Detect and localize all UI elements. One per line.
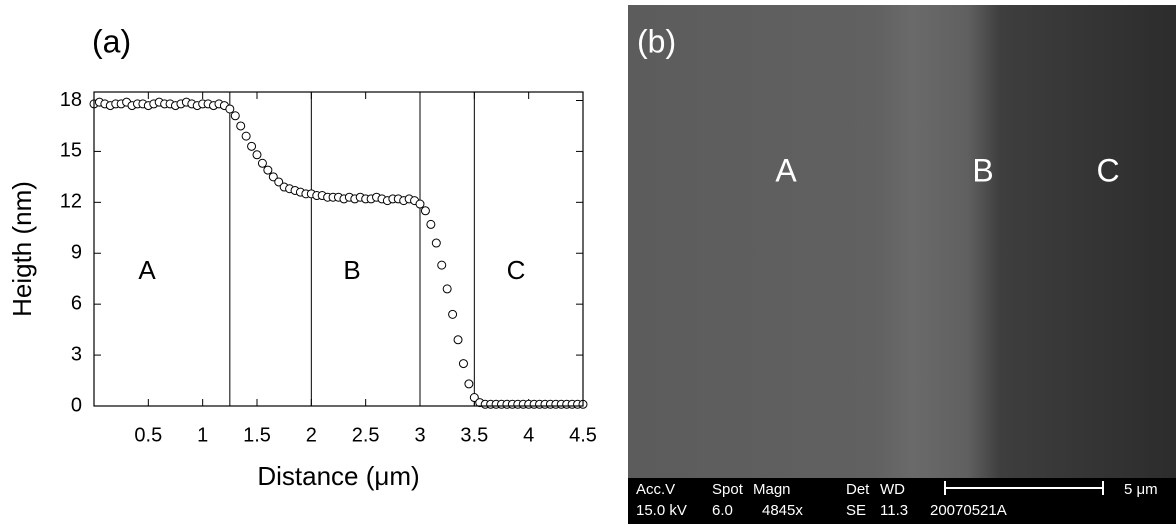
data-point (458, 359, 468, 369)
data-point (453, 335, 463, 345)
y-axis-label: Heigth (nm) (7, 181, 37, 317)
data-point (431, 238, 441, 248)
y-tick-label: 6 (71, 292, 82, 314)
footer-label: Magn (753, 481, 791, 498)
region-label: A (138, 255, 156, 285)
x-tick-label: 1 (197, 424, 208, 446)
y-tick-label: 9 (71, 242, 82, 264)
data-point (247, 141, 257, 151)
region-label: B (972, 152, 993, 188)
footer-value: 15.0 kV (636, 502, 687, 519)
footer-label: Acc.V (636, 481, 675, 498)
data-point (464, 379, 474, 389)
footer-label: WD (880, 481, 905, 498)
x-tick-label: 1.5 (243, 424, 271, 446)
y-tick-label: 0 (71, 394, 82, 416)
sem-image: (b) A B C Acc.V Spot Magn Det WD 15.0 kV… (628, 5, 1176, 524)
x-tick-label: 0.5 (134, 424, 162, 446)
plot-frame (93, 91, 584, 407)
data-point (469, 393, 479, 403)
x-tick-label: 3 (414, 424, 425, 446)
data-point (448, 309, 458, 319)
data-point (426, 219, 436, 229)
x-tick-label: 4.5 (569, 424, 597, 446)
data-point (225, 104, 235, 114)
image-footer (628, 478, 1176, 524)
footer-label: Det (846, 481, 870, 498)
region-label: C (507, 255, 526, 285)
data-point (263, 165, 273, 175)
data-point (257, 158, 267, 168)
data-point (415, 199, 425, 209)
scale-bar (944, 481, 1104, 495)
data-point (437, 260, 447, 270)
footer-value: 4845x (762, 502, 803, 519)
data-point (241, 131, 251, 141)
data-point (420, 206, 430, 216)
data-point (274, 177, 284, 187)
data-point (252, 150, 262, 160)
region-label: A (775, 152, 797, 188)
y-tick-label: 18 (60, 89, 82, 111)
data-point (230, 111, 240, 121)
footer-label: Spot (712, 481, 744, 498)
region-label: B (343, 255, 360, 285)
y-tick-label: 15 (60, 140, 82, 162)
panel-label: (b) (637, 23, 676, 59)
image-background (628, 5, 1176, 524)
footer-value: 6.0 (712, 502, 733, 519)
x-tick-label: 3.5 (460, 424, 488, 446)
y-tick-label: 12 (60, 191, 82, 213)
x-tick-label: 4 (523, 424, 534, 446)
data-point (268, 172, 278, 182)
region-label: C (1096, 152, 1119, 188)
x-tick-label: 2 (306, 424, 317, 446)
x-tick-label: 2.5 (352, 424, 380, 446)
data-point (236, 121, 246, 131)
footer-value: SE (846, 502, 866, 519)
footer-value: 20070521A (930, 502, 1007, 519)
chart: (a) Distance (μm) Heigth (nm) 0.5 1 1.5 2 2.5 3 3… (7, 23, 597, 490)
panel-label: (a) (92, 23, 131, 59)
x-axis-label: Distance (μm) (257, 461, 419, 491)
footer-value: 11.3 (880, 502, 908, 519)
y-tick-label: 3 (71, 343, 82, 365)
data-point (442, 284, 452, 294)
scale-label: 5 μm (1124, 481, 1158, 498)
